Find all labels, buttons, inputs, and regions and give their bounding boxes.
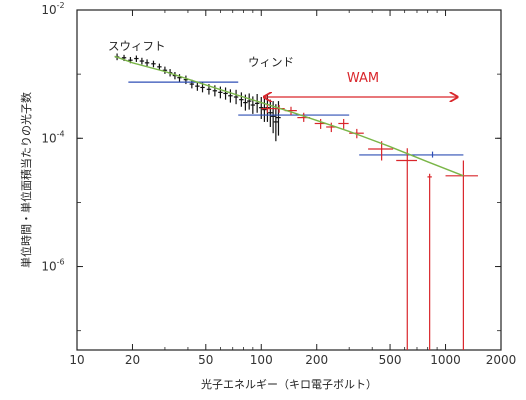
- data-point: [134, 55, 139, 62]
- data-point: [262, 98, 267, 122]
- x-tick-label: 100: [250, 353, 273, 367]
- data-point: [268, 99, 273, 127]
- data-point: [233, 89, 239, 105]
- data-point: [338, 118, 349, 129]
- data-point: [144, 59, 150, 67]
- data-series: [114, 53, 478, 350]
- wam-points: [261, 105, 478, 350]
- y-tick-label: 10-2: [41, 1, 64, 17]
- x-tick-label: 2000: [486, 353, 517, 367]
- data-point: [445, 160, 478, 350]
- data-point: [195, 81, 200, 91]
- x-tick-label: 20: [125, 353, 140, 367]
- data-point: [273, 104, 279, 142]
- data-point: [183, 75, 189, 85]
- x-tick-label: 10: [69, 353, 84, 367]
- x-tick-label: 500: [379, 353, 402, 367]
- data-point: [254, 94, 260, 113]
- y-tick-label: 10-4: [41, 129, 64, 145]
- y-axis-ticks: 10-2 10-4 10-6: [41, 1, 501, 332]
- data-point: [218, 86, 223, 99]
- model-fit-line: [114, 55, 464, 177]
- data-point: [189, 79, 195, 89]
- data-point: [162, 66, 168, 74]
- data-point: [246, 93, 252, 110]
- data-point: [396, 148, 417, 350]
- y-tick-label: 10-6: [41, 258, 64, 274]
- x-axis-title: 光子エネルギー（キロ電子ボルト）: [201, 377, 377, 391]
- x-tick-label: 200: [305, 353, 328, 367]
- wam-label: WAM: [347, 71, 379, 86]
- data-point: [261, 105, 275, 113]
- x-axis-ticks: 10 20 50 100 200 500 1000 2000: [69, 10, 516, 367]
- data-point: [177, 74, 182, 82]
- data-point: [368, 141, 394, 161]
- y-axis-title: 単位時間・単位面積当たりの光子数: [19, 92, 33, 268]
- plot-frame: [76, 9, 502, 351]
- swift-label: スウィフト: [108, 39, 166, 53]
- x-tick-label: 1000: [430, 353, 461, 367]
- wind-label: ウィンド: [248, 55, 294, 69]
- data-point: [157, 63, 162, 71]
- data-point: [228, 89, 233, 103]
- data-point: [151, 60, 156, 68]
- model-fit-curve: [114, 55, 464, 177]
- data-point: [239, 92, 244, 107]
- x-tick-label: 50: [198, 353, 213, 367]
- data-point: [276, 101, 281, 136]
- wind-points: [128, 81, 464, 158]
- data-point: [427, 173, 432, 350]
- data-point: [139, 57, 145, 65]
- data-point: [223, 87, 228, 100]
